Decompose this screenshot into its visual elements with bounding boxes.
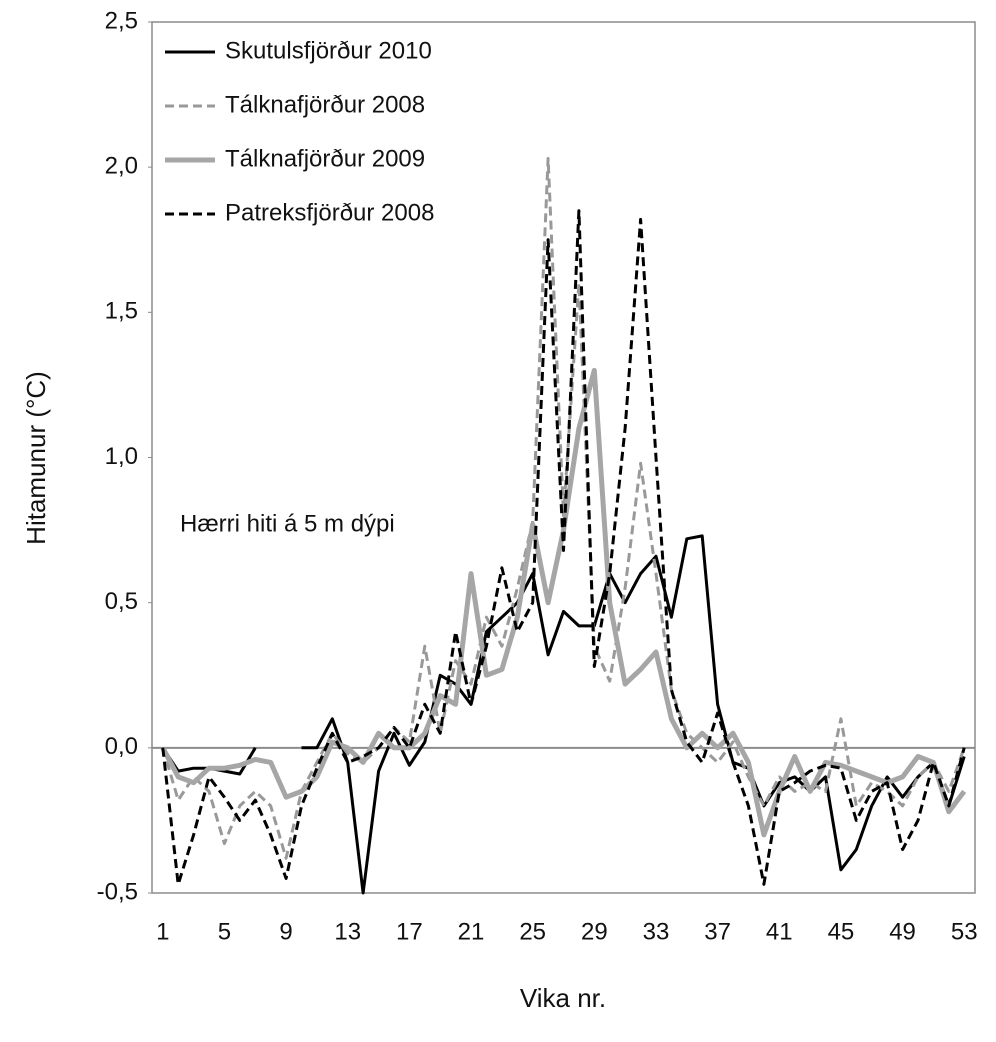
- y-tick-label: 2,5: [105, 7, 138, 34]
- y-tick-label: 1,5: [105, 298, 138, 325]
- x-tick-label: 5: [218, 918, 231, 945]
- legend-label: Tálknafjörður 2009: [225, 145, 425, 172]
- x-tick-label: 21: [458, 918, 485, 945]
- x-tick-label: 45: [828, 918, 855, 945]
- x-tick-label: 53: [951, 918, 978, 945]
- legend-label: Tálknafjörður 2008: [225, 91, 425, 118]
- series-line: [161, 157, 966, 860]
- x-tick-label: 29: [581, 918, 608, 945]
- x-tick-label: 13: [334, 918, 361, 945]
- x-tick-label: 25: [519, 918, 546, 945]
- legend-label: Skutulsfjörður 2010: [225, 37, 432, 64]
- x-tick-label: 41: [766, 918, 793, 945]
- y-tick-label: -0,5: [97, 878, 138, 905]
- y-tick-label: 2,0: [105, 153, 138, 180]
- y-tick-label: 1,0: [105, 443, 138, 470]
- y-tick-label: 0,0: [105, 733, 138, 760]
- legend-label: Patreksfjörður 2008: [225, 199, 434, 226]
- series-line: [161, 534, 966, 895]
- y-axis-label: Hitamunur (°C): [21, 371, 51, 545]
- annotation: Hærri hiti á 5 m dýpi: [180, 510, 395, 537]
- x-tick-label: 49: [889, 918, 916, 945]
- series-line: [161, 209, 966, 886]
- x-tick-label: 1: [156, 918, 169, 945]
- x-tick-label: 9: [279, 918, 292, 945]
- x-tick-label: 37: [704, 918, 731, 945]
- series-line: [160, 367, 967, 838]
- x-tick-label: 17: [396, 918, 423, 945]
- x-axis-label: Vika nr.: [520, 983, 606, 1013]
- x-tick-label: 33: [643, 918, 670, 945]
- y-tick-label: 0,5: [105, 588, 138, 615]
